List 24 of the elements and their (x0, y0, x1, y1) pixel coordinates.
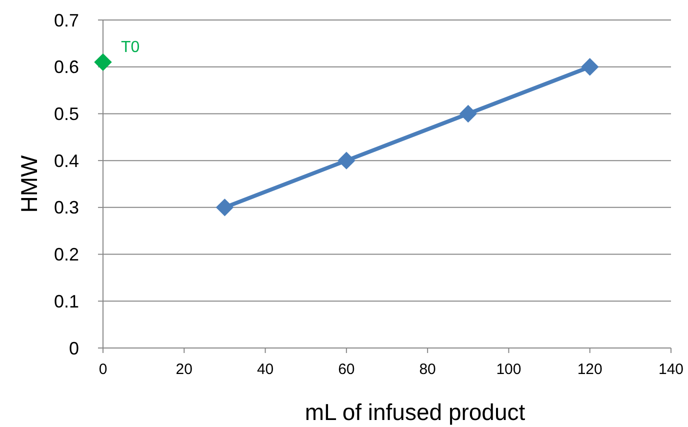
y-tick-label: 0.6 (54, 57, 79, 78)
x-tick-label: 40 (256, 361, 274, 378)
y-tick-label: 0.7 (54, 10, 79, 30)
point (338, 152, 356, 170)
y-tick-label: 0.1 (54, 291, 79, 312)
point (459, 104, 477, 123)
y-tick-label: 0.3 (54, 198, 79, 218)
x-tick-label: 100 (496, 361, 522, 378)
x-tick-label: 140 (658, 361, 684, 378)
point (581, 58, 599, 76)
x-tick-label: 20 (176, 361, 192, 378)
y-tick-label: 0.2 (54, 244, 79, 265)
x-axis-title: mL of infused product (304, 399, 526, 425)
annotation: T0 (121, 39, 140, 56)
point (94, 53, 112, 72)
point (216, 198, 234, 216)
x-tick-label: 80 (419, 361, 436, 378)
x-tick-label: 120 (577, 361, 602, 378)
y-tick-label: 0.5 (54, 104, 79, 124)
y-axis-title: HMW (16, 154, 42, 213)
x-tick-label: 0 (98, 361, 108, 378)
y-tick-label: 0.4 (54, 150, 79, 171)
x-tick-label: 60 (338, 361, 355, 378)
y-tick-label: 0 (68, 338, 79, 358)
